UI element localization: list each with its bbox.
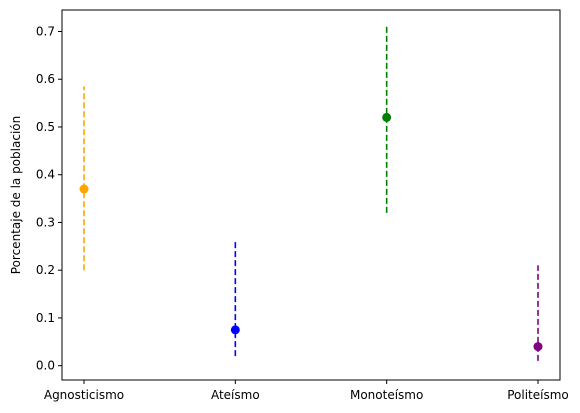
plot-area xyxy=(61,9,561,381)
y-tick-label: 0.1 xyxy=(36,311,55,325)
y-axis-title: Porcentaje de la población xyxy=(9,116,23,274)
y-tick-label: 0.6 xyxy=(36,72,55,86)
y-tick-label: 0.2 xyxy=(36,263,55,277)
data-point xyxy=(382,112,392,122)
x-tick-label: Agnosticismo xyxy=(44,388,124,402)
y-tick-label: 0.5 xyxy=(36,120,55,134)
x-tick-label: Ateísmo xyxy=(211,388,260,402)
x-tick-label: Politeísmo xyxy=(507,388,569,402)
y-tick-label: 0.7 xyxy=(36,24,55,38)
y-tick-label: 0.4 xyxy=(36,168,55,182)
data-points xyxy=(79,112,543,352)
y-tick-label: 0.3 xyxy=(36,215,55,229)
data-point xyxy=(533,342,543,352)
x-axis: Agnosticismo Ateísmo Monoteísmo Politeísmo xyxy=(44,380,569,402)
y-tick-label: 0.0 xyxy=(36,359,55,373)
y-axis: 0.0 0.1 0.2 0.3 0.4 0.5 0.6 0.7 xyxy=(36,24,62,373)
x-tick-label: Monoteísmo xyxy=(350,388,423,402)
data-point xyxy=(79,184,89,194)
data-point xyxy=(230,325,240,335)
